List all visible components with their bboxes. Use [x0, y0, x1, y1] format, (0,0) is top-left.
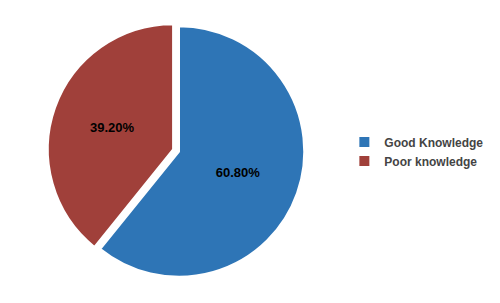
svg-text:60.80%: 60.80%: [216, 165, 261, 180]
svg-text:39.20%: 39.20%: [90, 120, 135, 135]
svg-text:Poor knowledge: Poor knowledge: [384, 155, 477, 169]
svg-text:Good Knowledge: Good Knowledge: [384, 136, 483, 150]
